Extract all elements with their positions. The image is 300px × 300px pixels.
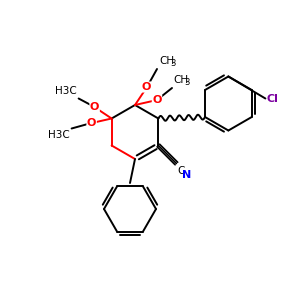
Text: H3C: H3C <box>48 130 70 140</box>
Text: 3: 3 <box>170 59 176 68</box>
Text: CH: CH <box>173 75 188 85</box>
Text: O: O <box>141 82 151 92</box>
Text: C: C <box>177 167 185 176</box>
Text: H3C: H3C <box>55 85 76 95</box>
Text: O: O <box>152 95 162 105</box>
Text: O: O <box>87 118 96 128</box>
Text: Cl: Cl <box>266 94 278 103</box>
Text: O: O <box>90 101 99 112</box>
Text: 3: 3 <box>184 78 189 87</box>
Text: CH: CH <box>159 56 174 66</box>
Text: N: N <box>182 169 192 179</box>
